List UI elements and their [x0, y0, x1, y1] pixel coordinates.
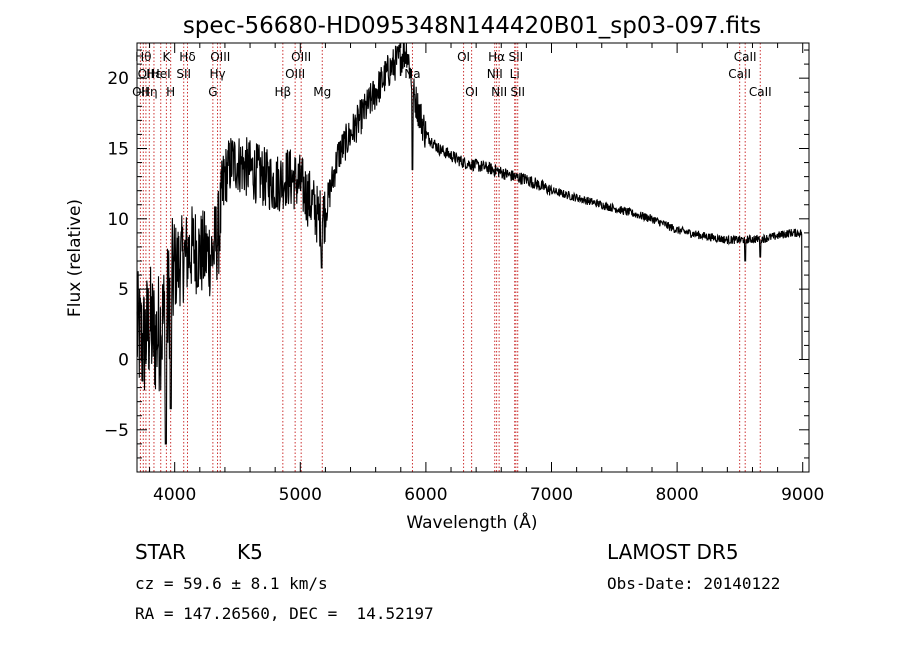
y-tick-label: 20 — [107, 69, 129, 89]
line-marker-label: Hη — [141, 85, 158, 99]
line-marker-label: OII — [138, 67, 155, 81]
y-axis-label: Flux (relative) — [65, 199, 85, 317]
obs-date: Obs-Date: 20140122 — [607, 574, 781, 593]
line-marker-label: H — [166, 85, 175, 99]
line-marker-label: K — [162, 50, 171, 64]
line-marker-label: CaII — [749, 85, 772, 99]
y-tick-label: −5 — [104, 421, 129, 441]
survey-label: LAMOST DR5 — [607, 540, 739, 564]
axes: 4000 5000 6000 7000 8000 9000 −5 0 5 10 15 20 — [104, 43, 824, 505]
x-tick-label: 6000 — [404, 485, 447, 505]
redshift-readout: cz = 59.6 ± 8.1 km/s — [135, 574, 328, 593]
line-marker-label: Hδ — [179, 50, 195, 64]
spectrum-series — [136, 42, 803, 445]
line-markers: OIIHθOIIHηHεHeIKHSIIHδGHγOIIIHβOIIIOIIIM… — [132, 43, 772, 472]
x-tick-label: 5000 — [279, 485, 322, 505]
y-tick-label: 5 — [118, 280, 129, 300]
x-tick-label: 4000 — [153, 485, 196, 505]
object-subclass: K5 — [237, 540, 263, 564]
line-marker-label: CaII — [734, 50, 757, 64]
chart-title: spec-56680-HD095348N144420B01_sp03-097.f… — [183, 13, 761, 39]
x-tick-label: 8000 — [655, 485, 698, 505]
line-marker-label: CaII — [728, 67, 751, 81]
line-marker-label: NII — [491, 85, 507, 99]
y-tick-label: 15 — [107, 139, 129, 159]
line-marker-label: OI — [457, 50, 470, 64]
line-marker-label: NII — [487, 67, 503, 81]
line-marker-label: OI — [465, 85, 478, 99]
line-marker-label: SII — [510, 85, 525, 99]
y-tick-label: 0 — [118, 350, 129, 370]
y-tick-label: 10 — [107, 210, 129, 230]
plot-frame — [136, 42, 810, 473]
line-marker-label: HeI — [151, 67, 171, 81]
line-marker-label: OIII — [291, 50, 311, 64]
x-tick-label: 7000 — [530, 485, 573, 505]
line-marker-label: SII — [176, 67, 191, 81]
spectrum-line — [136, 42, 803, 445]
line-marker-label: OIII — [285, 67, 305, 81]
line-marker-label: Hε — [146, 67, 162, 81]
line-marker-label: SII — [508, 50, 523, 64]
line-marker-label: Na — [404, 67, 420, 81]
x-axis-label: Wavelength (Å) — [406, 511, 537, 533]
line-marker-label: Hθ — [135, 50, 151, 64]
line-marker-label: Hα — [488, 50, 505, 64]
line-marker-label: OIII — [210, 50, 230, 64]
object-class: STAR — [135, 540, 186, 564]
line-marker-label: Hβ — [274, 85, 291, 99]
coordinates-readout: RA = 147.26560, DEC = 14.52197 — [135, 604, 434, 623]
line-marker-label: Li — [510, 67, 520, 81]
line-marker-label: Hγ — [209, 67, 225, 81]
line-marker-label: G — [208, 85, 217, 99]
x-tick-label: 9000 — [781, 485, 824, 505]
line-marker-label: Mg — [313, 85, 331, 99]
